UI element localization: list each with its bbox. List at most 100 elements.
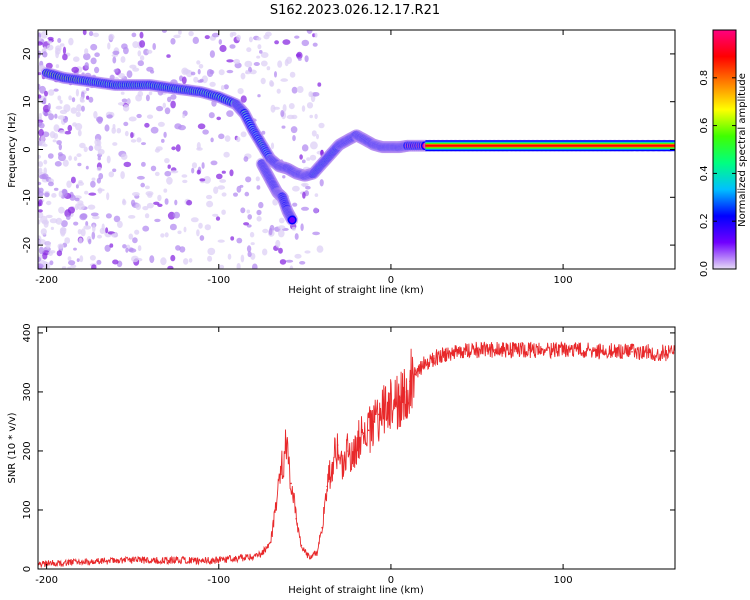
spectrogram-noise-blob <box>244 60 253 68</box>
spectrogram-noise-blob <box>257 44 262 50</box>
spectrogram-noise-blob <box>309 154 317 161</box>
spectrogram-noise-blob <box>217 239 225 243</box>
spectrogram-noise-blob <box>243 222 250 226</box>
spectrogram-noise-blob <box>170 170 179 174</box>
spectrogram-noise-blob <box>217 185 226 190</box>
snr-x-ticks: -200 -100 0 100 <box>35 327 573 586</box>
spectrogram-noise-blob <box>270 142 275 150</box>
spectrogram-noise-blob <box>132 237 138 244</box>
spectrogram-noise-blob <box>79 96 84 102</box>
spectrogram-noise-blob <box>204 35 210 40</box>
snr-data-point <box>419 367 422 370</box>
spectrogram-noise-blob <box>137 245 142 252</box>
spectrogram-noise-blob <box>208 112 215 119</box>
spectrogram-noise-blob <box>38 256 41 263</box>
spectrogram-noise-blob <box>256 55 261 59</box>
colorbar-ticks: 0.0 0.2 0.4 0.6 0.8 <box>699 70 736 277</box>
spectrogram-noise-blob <box>223 84 229 90</box>
spectrogram-noise-blob <box>193 76 199 83</box>
spectrogram-noise-blob <box>108 171 115 178</box>
spectrogram-noise-blob <box>310 141 318 150</box>
spectrogram-noise-blob <box>304 250 311 254</box>
spectrogram-noise-blob <box>38 181 42 186</box>
spectrogram-noise-blob <box>86 95 90 100</box>
spectrogram-noise-blob <box>233 58 240 65</box>
spectrogram-noise-blob <box>157 203 163 207</box>
spectrogram-noise-blob <box>88 145 94 152</box>
spectrogram-noise-blob <box>277 60 283 68</box>
spectrogram-noise-blob <box>67 124 73 132</box>
spectrogram-noise-blob <box>209 81 216 87</box>
spectrogram-noise-blob <box>96 259 102 265</box>
spectrogram-noise-blob <box>260 52 269 58</box>
spectrogram-noise-blob <box>135 203 141 211</box>
spectrogram-noise-blob <box>292 202 298 207</box>
spectrogram-noise-blob <box>286 56 292 64</box>
spectrogram-noise-blob <box>282 104 287 113</box>
spectrogram-noise-blob <box>38 246 45 255</box>
spectrogram-noise-blob <box>300 223 304 231</box>
spectrogram-noise-blob <box>196 169 201 175</box>
spectrogram-noise-blob <box>53 187 59 191</box>
spectrogram-x-tick-label: 0 <box>388 275 394 286</box>
spectrogram-noise-blob <box>226 69 234 74</box>
spectrogram-noise-blob <box>52 139 57 143</box>
spectrogram-noise-blob <box>216 173 223 180</box>
spectrogram-noise-blob <box>45 214 53 219</box>
snr-y-tick-label: 300 <box>22 382 33 401</box>
spectrogram-noise-blob <box>145 94 150 102</box>
spectrogram-noise-blob <box>246 47 252 53</box>
spectrogram-noise-blob <box>146 202 154 209</box>
spectrogram-noise-blob <box>106 192 110 201</box>
spectrogram-noise-blob <box>106 114 113 119</box>
spectrogram-noise-blob <box>63 104 71 113</box>
spectrogram-noise-blob <box>314 32 318 38</box>
snr-data-point <box>450 352 453 354</box>
spectrogram-noise-blob <box>120 171 125 180</box>
spectrogram-noise-blob <box>88 192 97 196</box>
spectrogram-noise-blob <box>226 59 234 63</box>
snr-y-tick-label: 200 <box>22 441 33 460</box>
spectrogram-noise-blob <box>64 237 71 244</box>
spectrogram-noise-blob <box>118 73 125 79</box>
spectrogram-noise-blob <box>113 215 121 223</box>
spectrogram-noise-blob <box>90 43 98 51</box>
spectrogram-noise-blob <box>178 30 182 35</box>
spectrogram-noise-blob <box>299 261 306 265</box>
spectrogram-noise-blob <box>183 69 191 74</box>
spectrogram-noise-blob <box>296 86 304 93</box>
spectrogram-noise-blob <box>68 155 72 161</box>
spectrogram-noise-blob <box>221 209 226 215</box>
spectrogram-noise-blob <box>55 217 63 225</box>
spectrogram-noise-blob <box>131 32 137 38</box>
spectrogram-noise-blob <box>306 102 314 109</box>
spectrogram-noise-blob <box>97 234 102 239</box>
snr-data-point <box>493 349 496 351</box>
spectrogram-noise-blob <box>296 51 303 60</box>
spectrogram-noise-blob <box>94 143 102 151</box>
snr-data-point <box>441 354 444 357</box>
spectrogram-noise-blob <box>44 192 50 198</box>
snr-x-tick-label: 100 <box>554 575 573 586</box>
spectrogram-noise-blob <box>174 123 182 130</box>
spectrogram-noise-blob <box>256 209 262 216</box>
spectrogram-noise-blob <box>38 154 42 159</box>
spectrogram-noise-blob <box>113 68 119 73</box>
spectrogram-noise-blob <box>319 179 324 187</box>
spectrogram-noise-blob <box>166 176 173 185</box>
spectrogram-noise-blob <box>62 159 69 167</box>
spectrogram-noise-blob <box>47 102 51 111</box>
spectrogram-noise-blob <box>57 95 62 101</box>
spectrogram-noise-blob <box>150 126 159 134</box>
spectrogram-noise-blob <box>288 103 295 110</box>
spectrogram-x-ticks: -200 -100 0 100 <box>35 30 573 286</box>
spectrogram-noise-blob <box>56 140 62 145</box>
snr-data-point <box>166 559 168 561</box>
spectrogram-noise-blob <box>294 233 299 240</box>
spectrogram-noise-blob <box>139 31 144 39</box>
spectrogram-noise-blob <box>121 98 128 103</box>
spectrogram-noise-blob <box>164 198 169 205</box>
snr-data-point <box>295 518 298 520</box>
snr-data-point <box>476 349 478 351</box>
spectrogram-noise-blob <box>213 186 219 194</box>
